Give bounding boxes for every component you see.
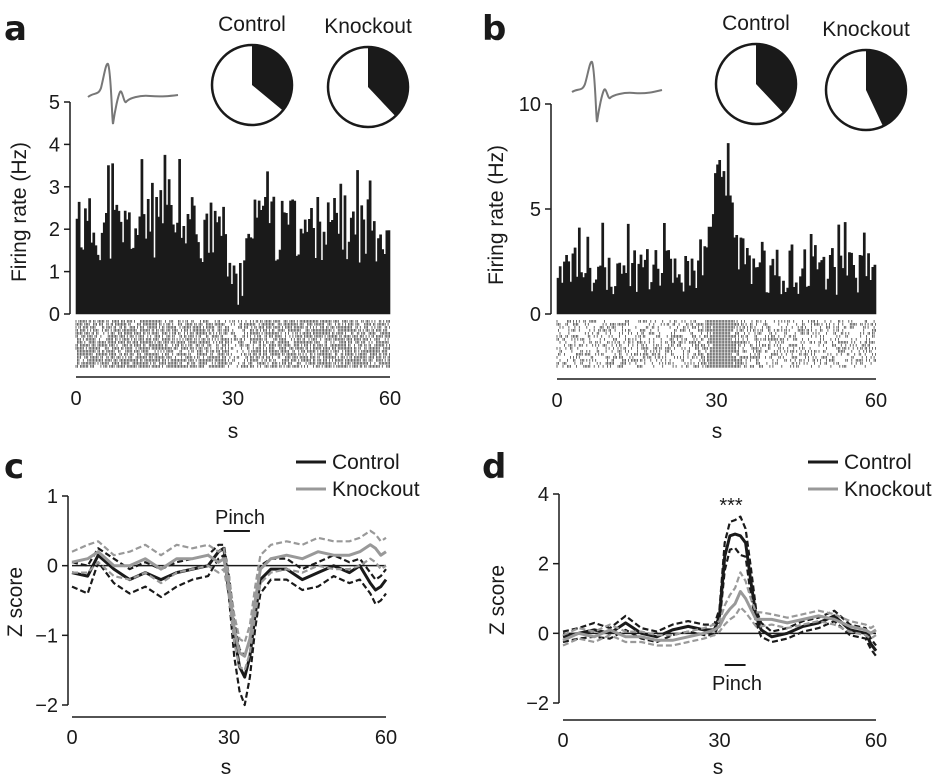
y-tick-label: 5 xyxy=(530,199,541,221)
y-tick-label: 3 xyxy=(49,177,60,199)
lines-d xyxy=(562,515,878,657)
panel-d: d 4 2 0 −2 0 30 60 Pinch *** Control Knockout… xyxy=(482,447,932,779)
histogram-b xyxy=(556,143,877,315)
y-tick-label: 0 xyxy=(47,556,58,578)
raster-a xyxy=(75,320,391,368)
series-line-0 xyxy=(562,532,878,652)
xlabel-b: s xyxy=(712,420,723,443)
x-tick-label: 30 xyxy=(705,390,727,412)
pie-1-label: Knockout xyxy=(324,15,412,38)
spike-waveform-a xyxy=(87,62,179,125)
series-line-0 xyxy=(71,546,388,679)
panel-b: b Control Knockout 0 5 10 0 30 60 Firing rate… xyxy=(482,9,910,443)
y-axis-c: 1 0 −1 −2 xyxy=(35,486,69,717)
y-tick-label: 1 xyxy=(47,486,58,508)
pie-1-label: Knockout xyxy=(822,18,910,41)
spike-waveform-b xyxy=(571,60,663,123)
xlabel-d: s xyxy=(713,756,724,779)
series-line-5 xyxy=(72,557,387,672)
lines-c xyxy=(71,529,388,707)
y-tick-label: −1 xyxy=(35,625,58,647)
y-tick-label: 0 xyxy=(530,304,541,326)
x-tick-label: 60 xyxy=(379,388,401,410)
pie-0-label: Control xyxy=(218,13,286,36)
histogram-bars xyxy=(556,143,877,315)
pie-0-slice xyxy=(252,45,292,111)
pinch-label-c: Pinch xyxy=(215,507,265,529)
y-axis-d: 4 2 0 −2 xyxy=(526,484,560,715)
x-tick-label: 0 xyxy=(66,727,77,749)
ylabel-c: Z score xyxy=(4,567,27,637)
y-tick-label: 4 xyxy=(49,134,60,156)
legend-label-knockout-d: Knockout xyxy=(844,478,932,501)
x-axis-c: 0 30 60 xyxy=(66,716,397,749)
x-tick-label: 0 xyxy=(70,388,81,410)
x-axis-b: 0 30 60 xyxy=(551,378,887,412)
pie-0-slice xyxy=(756,44,797,114)
x-tick-label: 30 xyxy=(708,730,730,752)
series-line-2 xyxy=(71,554,387,707)
significance-stars-d: *** xyxy=(719,495,743,517)
x-axis-d: 0 30 60 xyxy=(557,719,887,752)
ylabel-d: Z score xyxy=(486,565,509,635)
panel-d-letter: d xyxy=(482,447,506,487)
x-tick-label: 0 xyxy=(551,390,562,412)
x-tick-label: 0 xyxy=(557,730,568,752)
y-tick-label: 5 xyxy=(49,92,60,114)
histogram-a xyxy=(75,154,391,315)
histogram-bars xyxy=(75,154,391,315)
y-axis-a: 0 1 2 3 4 5 xyxy=(49,92,71,326)
x-tick-label: 60 xyxy=(865,390,887,412)
y-tick-label: 2 xyxy=(538,554,549,576)
legend-label-knockout-c: Knockout xyxy=(332,478,420,501)
panel-a: a Control Knockout 0 1 2 3 4 5 0 30 60 Firing ra… xyxy=(4,9,412,443)
legend-label-control-d: Control xyxy=(844,451,912,474)
y-axis-b: 0 5 10 xyxy=(519,94,552,326)
pies-b: Control Knockout xyxy=(714,12,910,132)
y-tick-label: 1 xyxy=(49,262,60,284)
x-tick-label: 30 xyxy=(222,388,244,410)
y-tick-label: −2 xyxy=(526,693,549,715)
y-tick-label: 2 xyxy=(49,219,60,241)
series-line-4 xyxy=(562,571,877,637)
series-line-3 xyxy=(71,543,387,658)
pies-a: Control Knockout xyxy=(210,13,412,129)
ylabel-a: Firing rate (Hz) xyxy=(8,142,31,282)
pie-0-label: Control xyxy=(722,12,790,35)
panel-b-letter: b xyxy=(482,9,506,49)
series-line-5 xyxy=(562,606,877,647)
x-tick-label: 60 xyxy=(375,727,397,749)
y-tick-label: −2 xyxy=(35,695,58,717)
series-line-3 xyxy=(562,590,877,642)
panel-c-letter: c xyxy=(4,447,24,487)
xlabel-c: s xyxy=(221,756,232,779)
series-line-4 xyxy=(71,529,387,644)
legend-label-control-c: Control xyxy=(332,451,400,474)
y-tick-label: 4 xyxy=(538,484,549,506)
legend-c: Control Knockout xyxy=(296,451,420,501)
y-tick-label: 10 xyxy=(519,94,541,116)
y-tick-label: 0 xyxy=(49,304,60,326)
x-tick-label: 60 xyxy=(865,730,887,752)
series-line-1 xyxy=(562,515,877,647)
panel-a-letter: a xyxy=(4,9,27,49)
xlabel-a: s xyxy=(228,420,239,443)
y-tick-label: 0 xyxy=(538,623,549,645)
pie-1-slice xyxy=(368,47,408,117)
ylabel-b: Firing rate (Hz) xyxy=(485,145,508,285)
x-axis-a: 0 30 60 xyxy=(70,376,401,410)
pinch-label-d: Pinch xyxy=(712,673,762,695)
raster-b xyxy=(556,320,876,368)
panel-c: c 1 0 −1 −2 0 30 60 Pinch Control Knockout Z … xyxy=(4,447,420,779)
x-tick-label: 30 xyxy=(218,727,240,749)
legend-d: Control Knockout xyxy=(808,451,932,501)
pie-1-slice xyxy=(866,50,906,127)
